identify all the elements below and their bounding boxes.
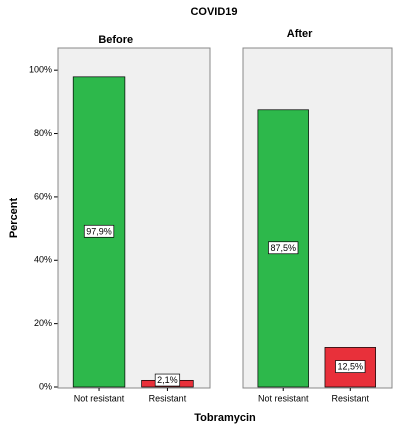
y-tick-label: 80% xyxy=(34,128,52,138)
value-label: 97,9% xyxy=(86,226,112,236)
x-tick-label: Not resistant xyxy=(74,393,125,403)
bar xyxy=(324,347,376,388)
value-label-box xyxy=(154,373,181,387)
value-label-box xyxy=(335,360,366,373)
y-tick-label: 60% xyxy=(34,191,52,201)
panel-title: Before xyxy=(98,34,133,46)
y-tick-label: 0% xyxy=(39,381,52,391)
value-label: 12,5% xyxy=(338,362,364,372)
x-axis-label: Tobramycin xyxy=(194,412,256,424)
x-tick-label: Resistant xyxy=(332,393,370,403)
y-tick-label: 100% xyxy=(29,65,52,75)
x-tick-label: Resistant xyxy=(149,393,187,403)
y-axis-label: Percent xyxy=(8,197,20,238)
panel-title: After xyxy=(287,28,313,40)
x-tick-label: Not resistant xyxy=(258,393,309,403)
chart-title: COVID19 xyxy=(190,6,237,18)
value-label: 2,1% xyxy=(157,375,178,385)
y-tick-label: 20% xyxy=(34,318,52,328)
value-label: 87,5% xyxy=(270,243,296,253)
value-label-box xyxy=(268,241,299,255)
y-tick-label: 40% xyxy=(34,255,52,265)
value-label-box xyxy=(83,224,115,238)
